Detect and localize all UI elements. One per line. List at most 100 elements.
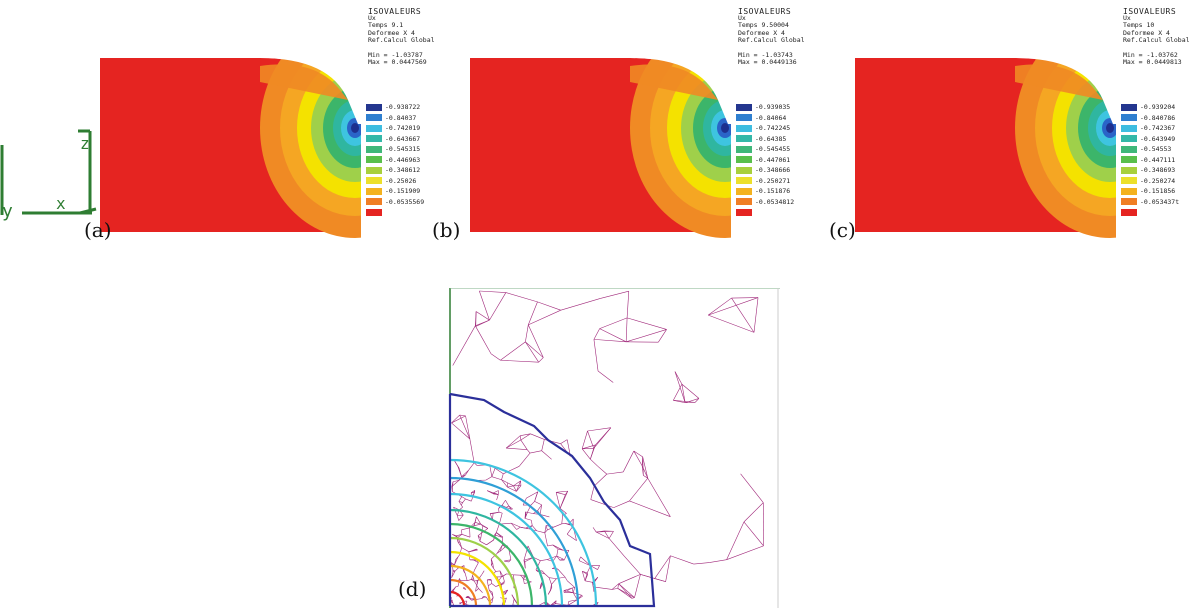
scale-row: -0.643949 — [1121, 134, 1179, 145]
scale-value: -0.447061 — [755, 156, 790, 164]
scale-value: -0.250271 — [755, 177, 790, 185]
scale-value: -0.742019 — [385, 124, 420, 132]
legend-max: Max = 0.0449813 — [1123, 59, 1190, 66]
scale-value: -0.939035 — [755, 103, 790, 111]
scale-row: -0.053437t — [1121, 197, 1179, 208]
scale-row: -0.446963 — [366, 155, 424, 166]
legend-title: ISOVALEURS — [738, 8, 805, 15]
scale-swatch — [366, 209, 382, 216]
scale-value: -0.053437t — [1140, 198, 1179, 206]
legend-info-line: Ref.Calcul Global — [1123, 37, 1190, 44]
panel-label-a: (a) — [84, 218, 112, 242]
scale-row: -0.54553 — [1121, 144, 1179, 155]
scale-value: -0.348693 — [1140, 166, 1175, 174]
scale-row: -0.447111 — [1121, 155, 1179, 166]
scale-row: -0.151909 — [366, 186, 424, 197]
scale-swatch — [736, 146, 752, 153]
scale-row: -0.25026 — [366, 176, 424, 187]
mesh-plot — [444, 288, 780, 608]
legend-info-line: Ref.Calcul Global — [368, 37, 435, 44]
scale-swatch — [736, 156, 752, 163]
scale-row: -0.84037 — [366, 113, 424, 124]
scale-value: -0.742245 — [755, 124, 790, 132]
legend-max: Max = 0.0447569 — [368, 59, 435, 66]
scale-value: -0.446963 — [385, 156, 420, 164]
isoline-arc — [450, 552, 504, 606]
scale-swatch — [1121, 177, 1137, 184]
scale-swatch — [1121, 167, 1137, 174]
color-scale-b: -0.939035-0.84064-0.742245-0.64385-0.545… — [736, 102, 794, 218]
legend-title: ISOVALEURS — [368, 8, 435, 15]
scale-swatch — [1121, 125, 1137, 132]
scale-row: -0.84064 — [736, 113, 794, 124]
scale-row: -0.643667 — [366, 134, 424, 145]
scale-value: -0.84064 — [755, 114, 786, 122]
scale-swatch — [366, 125, 382, 132]
color-scale-a: -0.938722 -0.84037 -0.742019 -0.643667 -0.54… — [366, 102, 424, 218]
scale-swatch — [736, 188, 752, 195]
scale-row: -0.0534812 — [736, 197, 794, 208]
scale-value: -0.0534812 — [755, 198, 794, 206]
scale-row: -0.840786 — [1121, 113, 1179, 124]
scale-swatch — [736, 114, 752, 121]
scale-row: -0.348693 — [1121, 165, 1179, 176]
scale-swatch — [366, 104, 382, 111]
scale-swatch — [366, 135, 382, 142]
scale-swatch — [1121, 188, 1137, 195]
legend-max: Max = 0.0449136 — [738, 59, 805, 66]
scale-swatch — [1121, 209, 1137, 216]
scale-row: -0.151876 — [736, 186, 794, 197]
scale-row: -0.742245 — [736, 123, 794, 134]
legend-title: ISOVALEURS — [1123, 8, 1190, 15]
contour-band — [351, 123, 359, 133]
scale-row — [736, 207, 794, 218]
scale-value: -0.742367 — [1140, 124, 1175, 132]
scale-value: -0.84037 — [385, 114, 416, 122]
mesh-edges — [450, 291, 763, 606]
scale-swatch — [1121, 146, 1137, 153]
contour-band — [1106, 123, 1114, 133]
scale-row: -0.742019 — [366, 123, 424, 134]
scale-row: -0.939204 — [1121, 102, 1179, 113]
scale-value: -0.938722 — [385, 103, 420, 111]
scale-value: -0.151856 — [1140, 187, 1175, 195]
isoline-arc — [450, 566, 490, 606]
scale-value: -0.643667 — [385, 135, 420, 143]
scale-row: -0.545455 — [736, 144, 794, 155]
scale-value: -0.939204 — [1140, 103, 1175, 111]
scale-swatch — [366, 146, 382, 153]
axis-triad: z x y — [0, 125, 100, 225]
scale-row — [366, 207, 424, 218]
scale-row — [1121, 207, 1179, 218]
isoline-arc — [450, 460, 596, 606]
scale-swatch — [1121, 104, 1137, 111]
deformed-block-c — [855, 0, 1125, 250]
scale-value: -0.348612 — [385, 166, 420, 174]
scale-row: -0.151856 — [1121, 186, 1179, 197]
scale-swatch — [736, 209, 752, 216]
scale-row: -0.348666 — [736, 165, 794, 176]
scale-value: -0.545315 — [385, 145, 420, 153]
scale-value: -0.447111 — [1140, 156, 1175, 164]
scale-swatch — [736, 104, 752, 111]
legend-info-line: Ref.Calcul Global — [738, 37, 805, 44]
isoline-arc — [450, 592, 464, 606]
color-scale-c: -0.939204 -0.840786-0.742367 -0.643949-0.5… — [1121, 102, 1179, 218]
scale-row: -0.545315 — [366, 144, 424, 155]
panel-label-c: (c) — [829, 218, 856, 242]
scale-row: -0.742367 — [1121, 123, 1179, 134]
scale-swatch — [736, 198, 752, 205]
outer-front-boundary — [450, 394, 654, 606]
scale-swatch — [366, 188, 382, 195]
scale-swatch — [1121, 114, 1137, 121]
scale-row: -0.0535569 — [366, 197, 424, 208]
scale-row: -0.939035 — [736, 102, 794, 113]
scale-swatch — [736, 135, 752, 142]
scale-value: -0.54553 — [1140, 145, 1171, 153]
deformed-block-a — [100, 0, 370, 250]
scale-swatch — [366, 167, 382, 174]
